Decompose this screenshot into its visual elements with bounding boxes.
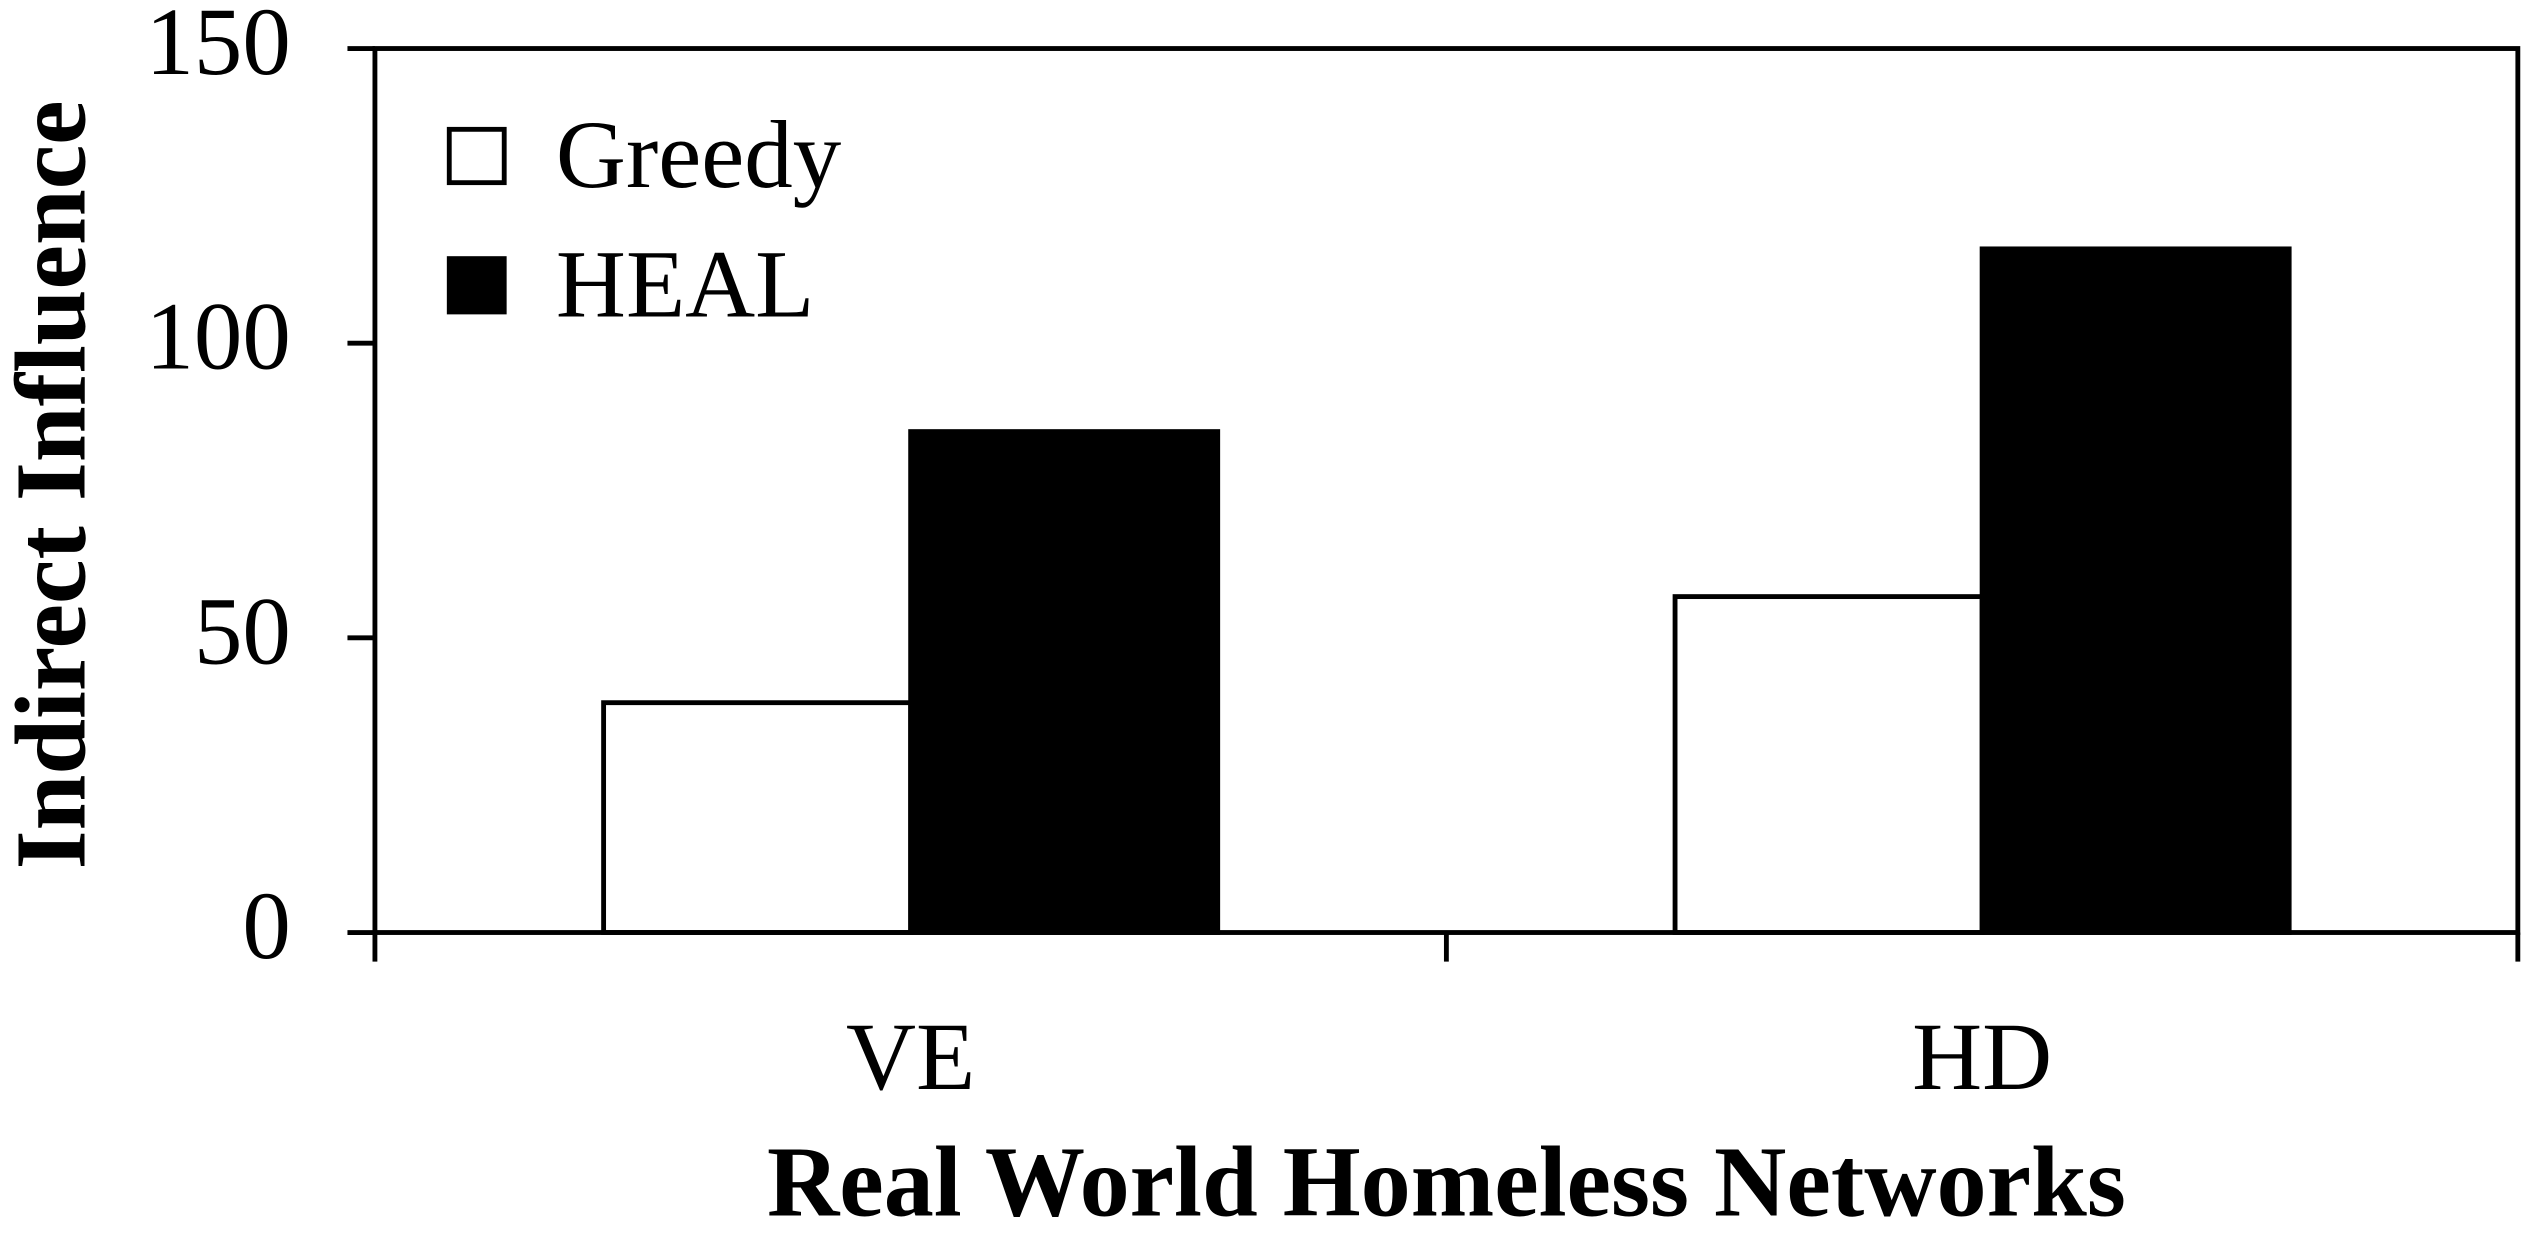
x-tick-label: VE: [846, 1003, 975, 1110]
bar: [1672, 594, 1985, 935]
bar: [1979, 246, 2292, 935]
y-tick-label: 100: [145, 283, 290, 390]
legend-swatch: [446, 256, 507, 315]
bar: [908, 429, 1221, 935]
legend-swatch: [446, 126, 507, 186]
legend-label: Greedy: [556, 101, 842, 208]
x-tick-label: HD: [1912, 1003, 2052, 1110]
bar: [601, 700, 914, 935]
plot-frame: [372, 46, 2521, 935]
y-tick-label: 150: [145, 0, 290, 95]
x-axis-title: Real World Homeless Networks: [767, 1127, 2126, 1238]
legend-label: HEAL: [556, 230, 814, 337]
y-axis-title: Indirect Influence: [0, 100, 106, 869]
y-tick-label: 0: [242, 872, 290, 979]
y-tick-label: 50: [194, 577, 291, 684]
